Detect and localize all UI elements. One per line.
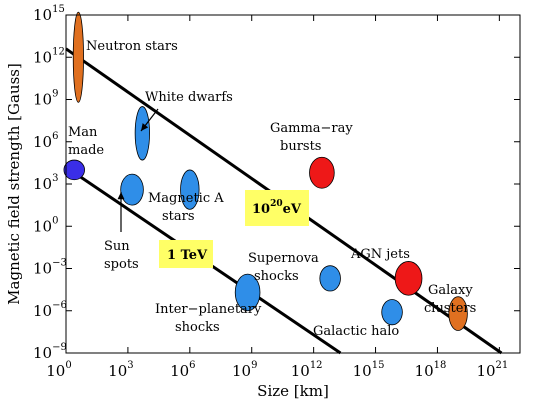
object-label-1-line0: Man	[68, 125, 98, 140]
object-label-9: AGN jets	[350, 247, 410, 262]
object-label-3-line1: spots	[104, 257, 139, 272]
object-labels: Neutron stars Man made White dwarfs Sun spots…	[68, 39, 476, 339]
object-marker-1	[63, 159, 85, 181]
sun-spots-arrow-head	[117, 192, 125, 200]
object-label-6-line0: Inter−planetary	[155, 302, 262, 317]
y-tick-label-3: 106	[33, 131, 58, 151]
object-label-4-line0: Magnetic A	[148, 191, 224, 206]
x-tick-label-0: 100	[46, 360, 71, 380]
object-label-3-line0: Sun	[104, 239, 130, 254]
object-label-5-line1: bursts	[280, 139, 321, 154]
object-label-6-line1: shocks	[175, 320, 220, 335]
x-tick-label-2: 106	[170, 360, 195, 380]
object-label-10-line1: clusters	[424, 301, 476, 316]
x-tick-label-4: 1012	[291, 360, 323, 380]
arrows-layer	[117, 108, 159, 232]
line-label-1: 1 TeV	[167, 248, 208, 263]
axis-ticks: 100 103 106 109 1012 1015 1018 1021 1015 1012 109 1…	[33, 4, 520, 380]
y-tick-label-7: 10−6	[33, 300, 67, 320]
object-label-4-line1: stars	[162, 209, 195, 224]
object-marker-2	[134, 106, 150, 161]
x-tick-label-6: 1018	[415, 360, 447, 380]
x-tick-label-1: 103	[108, 360, 133, 380]
object-marker-6	[234, 273, 261, 312]
y-tick-label-4: 103	[33, 173, 58, 193]
x-tick-label-7: 1021	[476, 360, 508, 380]
object-label-1-line1: made	[68, 143, 104, 158]
object-label-7-line0: Supernova	[248, 251, 319, 266]
line-label-box-1	[159, 240, 213, 268]
object-marker-0	[72, 11, 84, 103]
object-marker-3	[120, 173, 144, 206]
object-label-7-line1: shocks	[254, 269, 299, 284]
object-marker-5	[309, 156, 335, 189]
object-marker-9	[394, 261, 423, 296]
object-label-8: Galactic halo	[313, 324, 399, 339]
y-tick-label-6: 10−3	[33, 258, 67, 278]
x-axis-label: Size [km]	[257, 382, 329, 400]
object-label-10-line0: Galaxy	[428, 283, 473, 298]
object-marker-8	[381, 299, 403, 326]
object-label-2: White dwarfs	[145, 90, 233, 105]
object-label-5-line0: Gamma−ray	[270, 121, 353, 136]
object-marker-10	[448, 296, 468, 331]
line-labels: 1020eV 1 TeV	[159, 190, 309, 268]
x-tick-label-5: 1015	[353, 360, 385, 380]
x-tick-label-3: 109	[232, 360, 257, 380]
object-marker-7	[319, 265, 341, 292]
object-label-0: Neutron stars	[86, 39, 178, 54]
object-marker-4	[180, 169, 200, 210]
white-dwarfs-arrow-head	[141, 123, 149, 131]
line-label-0: 1020eV	[252, 199, 302, 217]
line-label-box-0	[245, 190, 309, 226]
y-tick-label-8: 10−9	[33, 342, 67, 362]
y-tick-label-2: 109	[33, 89, 58, 109]
y-tick-label-0: 1015	[33, 4, 65, 24]
y-axis-label: Magnetic field strength [Gauss]	[5, 63, 23, 305]
objects-layer	[63, 11, 468, 331]
y-tick-label-1: 1012	[33, 46, 65, 66]
y-tick-label-5: 100	[33, 215, 58, 235]
